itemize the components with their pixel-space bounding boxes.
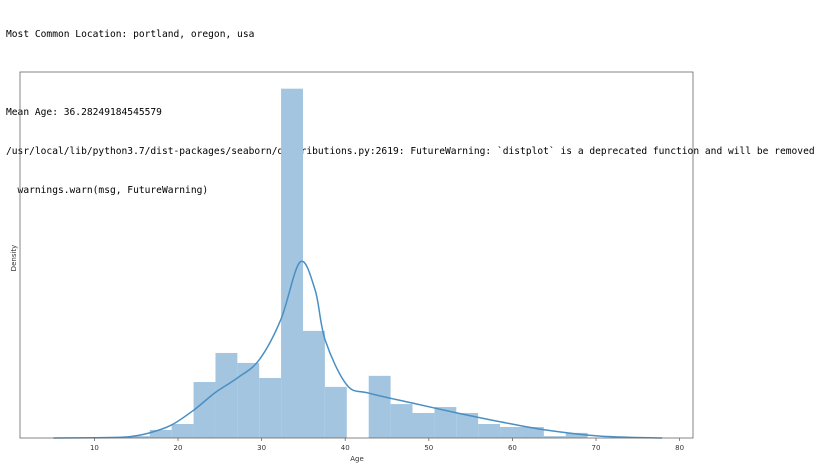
bar [390,404,413,438]
console-line: /usr/local/lib/python3.7/dist-packages/s… [6,146,815,157]
bar [500,426,522,438]
console-line: warnings.warn(msg, FutureWarning) [6,185,209,196]
console-line: Mean Age: 36.28249184545579 [6,107,162,118]
console-line: Most Common Location: portland, oregon, … [6,29,255,40]
bar [171,424,194,438]
x-axis-label: Age [350,455,364,463]
bar [478,424,501,438]
y-axis-label: Density [10,245,18,272]
bar [259,377,282,438]
bar [215,352,238,438]
bar [565,432,588,438]
bar [543,436,566,438]
x-tick-label: 80 [675,444,684,452]
x-tick-label: 10 [90,444,99,452]
x-tick-label: 20 [174,444,183,452]
bar [412,412,435,438]
x-tick-label: 30 [257,444,266,452]
bar [281,88,303,438]
bar [237,362,260,438]
bar [456,412,479,438]
console-output: Most Common Location: portland, oregon, … [6,2,819,210]
bar [368,375,391,438]
bar [521,426,544,438]
bar [434,407,457,438]
bar [193,382,216,438]
bar [302,330,325,438]
x-tick-label: 70 [592,444,601,452]
kde-line [53,260,663,439]
bar [324,386,347,438]
x-tick-label: 50 [424,444,433,452]
x-tick-label: 40 [341,444,350,452]
bar [127,436,150,438]
plot-frame [19,71,694,439]
x-tick-label: 60 [508,444,517,452]
bar [149,429,172,438]
